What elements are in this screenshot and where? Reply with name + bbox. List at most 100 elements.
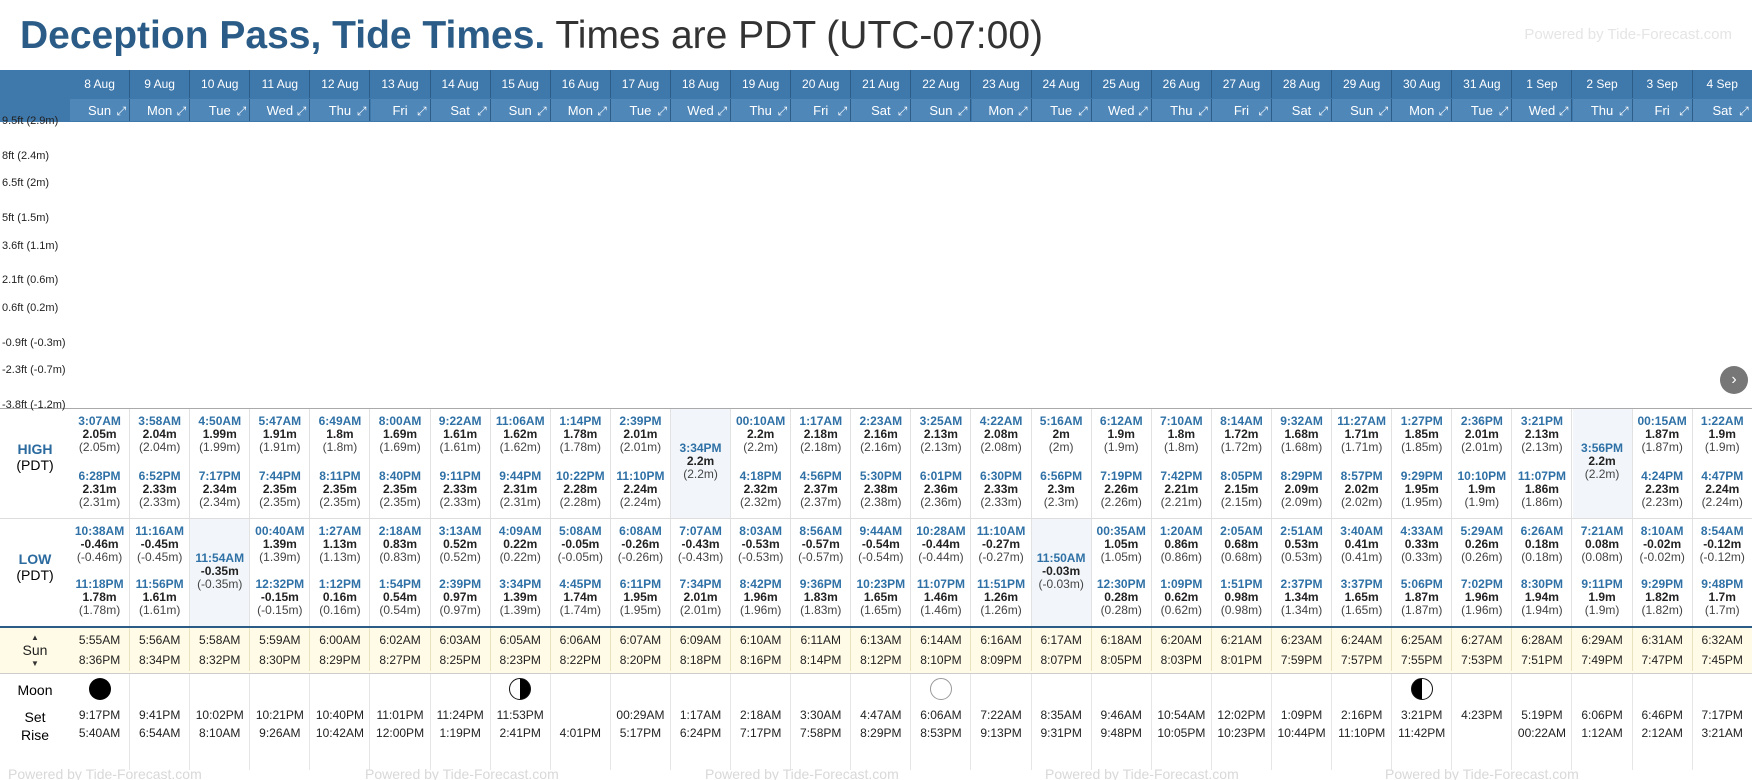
tide-height-ft: 2.35m	[322, 482, 357, 496]
expand-icon[interactable]: ⤢	[416, 104, 427, 118]
tide-height-ft: 2.36m	[923, 482, 958, 496]
tide-entry: 9:48PM 1.7m (1.7m)	[1693, 578, 1752, 617]
weekday-cell[interactable]: Thu ⤢	[1572, 99, 1633, 121]
tide-time: 1:51PM	[1220, 577, 1263, 591]
expand-icon[interactable]: ⤢	[837, 104, 848, 118]
expand-icon[interactable]: ⤢	[1138, 104, 1148, 118]
weekday-label: Tue	[208, 103, 231, 118]
expand-icon[interactable]: ⤢	[1378, 104, 1389, 118]
tide-height-m: (2m)	[1048, 440, 1074, 454]
y-axis-label: -0.9ft (-0.3m)	[2, 336, 66, 349]
weekday-cell[interactable]: Wed ⤢	[1512, 99, 1573, 121]
expand-icon[interactable]: ⤢	[176, 104, 187, 118]
weekday-cell[interactable]: Fri ⤢	[1632, 99, 1693, 121]
expand-icon[interactable]: ⤢	[537, 104, 547, 118]
sunrise-time: 6:17AM	[1040, 633, 1082, 647]
sunset-time: 7:49PM	[1581, 653, 1623, 667]
expand-icon[interactable]: ⤢	[1078, 104, 1088, 118]
weekday-cell[interactable]: Fri ⤢	[1211, 99, 1272, 121]
y-axis-label: 8ft (2.4m)	[2, 149, 50, 162]
powered-by-link[interactable]: Powered by Tide-Forecast.com	[1524, 26, 1732, 43]
expand-icon[interactable]: ⤢	[1498, 104, 1509, 118]
weekday-cell[interactable]: Thu ⤢	[1151, 99, 1212, 121]
date-cell: 29 Aug	[1332, 70, 1393, 98]
sunrise-time: 6:10AM	[739, 633, 782, 647]
moon-phase-slot	[1272, 674, 1331, 706]
low-label: LOW (PDT)	[0, 551, 70, 583]
weekday-label: Fri	[392, 103, 408, 118]
expand-icon[interactable]: ⤢	[657, 104, 667, 118]
expand-icon[interactable]: ⤢	[1198, 104, 1208, 118]
low-tide-cell: 6:08AM -0.26m (-0.26m) 6:11PM 1.95m (1.95m)	[611, 519, 671, 627]
moon-cell: 9:17PM 5:40AM	[70, 674, 131, 770]
tide-height-ft: 2.08m	[984, 427, 1019, 441]
weekday-cell[interactable]: Sat ⤢	[1692, 99, 1752, 121]
sunrise-time: 5:59AM	[259, 633, 301, 647]
expand-icon[interactable]: ⤢	[356, 104, 367, 118]
weekday-cell[interactable]: Sun ⤢	[1332, 99, 1393, 121]
weekday-cell[interactable]: Mon ⤢	[1392, 99, 1453, 121]
weekday-cell[interactable]: Sun ⤢	[490, 99, 551, 121]
expand-icon[interactable]: ⤢	[897, 104, 908, 118]
expand-icon[interactable]: ⤢	[1618, 104, 1629, 118]
tide-entry: 8:30PM 1.94m (1.94m)	[1512, 578, 1571, 617]
weekday-cell[interactable]: Sat ⤢	[1272, 99, 1333, 121]
expand-icon[interactable]: ⤢	[957, 104, 968, 118]
tide-height-ft: -0.02m	[1643, 537, 1682, 551]
moon-phase-slot	[190, 674, 249, 706]
tide-time: 8:14AM	[1220, 414, 1263, 428]
tide-entry: 12:30PM 0.28m (0.28m)	[1092, 578, 1151, 617]
date-cell: 16 Aug	[551, 70, 611, 98]
weekday-cell[interactable]: Tue ⤢	[190, 99, 251, 121]
weekday-cell[interactable]: Mon ⤢	[550, 99, 611, 121]
expand-icon[interactable]: ⤢	[1438, 104, 1449, 118]
weekday-cell[interactable]: Sun ⤢	[70, 99, 131, 121]
expand-icon[interactable]: ⤢	[777, 104, 788, 118]
weekday-cell[interactable]: Thu ⤢	[731, 99, 792, 121]
expand-icon[interactable]: ⤢	[597, 104, 607, 118]
weekday-cell[interactable]: Thu ⤢	[310, 99, 371, 121]
weekday-cell[interactable]: Sat ⤢	[851, 99, 912, 121]
tide-entry: 7:21AM 0.08m (0.08m)	[1573, 525, 1632, 564]
expand-icon[interactable]: ⤢	[1258, 104, 1268, 118]
weekday-cell[interactable]: Wed ⤢	[1091, 99, 1152, 121]
tide-height-m: (1.8m)	[1164, 440, 1199, 454]
tide-time: 10:38AM	[74, 524, 125, 538]
expand-icon[interactable]: ⤢	[717, 104, 728, 118]
tide-height-m: (2.24m)	[1701, 495, 1743, 509]
weekday-cell[interactable]: Fri ⤢	[370, 99, 431, 121]
weekday-cell[interactable]: Sun ⤢	[911, 99, 972, 121]
low-tide-cell: 3:40AM 0.41m (0.41m) 3:37PM 1.65m (1.65m)	[1332, 519, 1393, 627]
expand-icon[interactable]: ⤢	[1558, 104, 1569, 118]
tide-height-m: (1.65m)	[1340, 603, 1383, 617]
moon-cell: 10:02PM 8:10AM	[190, 674, 251, 770]
expand-icon[interactable]: ⤢	[236, 104, 247, 118]
expand-icon[interactable]: ⤢	[1318, 104, 1329, 118]
moon-phase-slot	[1392, 674, 1451, 706]
tide-height-ft: 2.16m	[863, 427, 898, 441]
weekday-cell[interactable]: Wed ⤢	[250, 99, 311, 121]
tide-time: 8:30PM	[1520, 577, 1563, 591]
expand-icon[interactable]: ⤢	[1017, 104, 1028, 118]
tide-height-ft: 2.13m	[923, 427, 958, 441]
weekday-cell[interactable]: Mon ⤢	[130, 99, 191, 121]
tide-entry: 6:56PM 2.3m (2.3m)	[1032, 470, 1091, 509]
weekday-cell[interactable]: Tue ⤢	[610, 99, 671, 121]
tide-entry: 8:29PM 2.09m (2.09m)	[1272, 470, 1331, 509]
expand-icon[interactable]: ⤢	[1679, 104, 1689, 118]
sunrise-time: 5:58AM	[199, 633, 241, 647]
expand-icon[interactable]: ⤢	[477, 104, 487, 118]
expand-icon[interactable]: ⤢	[296, 104, 307, 118]
weekday-cell[interactable]: Sat ⤢	[430, 99, 491, 121]
next-arrow-button[interactable]: ›	[1720, 366, 1748, 394]
expand-icon[interactable]: ⤢	[116, 104, 127, 118]
tide-time: 4:24PM	[1641, 469, 1684, 483]
weekday-cell[interactable]: Mon ⤢	[971, 99, 1032, 121]
weekday-cell[interactable]: Tue ⤢	[1031, 99, 1092, 121]
weekday-cell[interactable]: Tue ⤢	[1452, 99, 1513, 121]
sunset-time: 8:16PM	[739, 653, 782, 667]
weekday-cell[interactable]: Wed ⤢	[671, 99, 732, 121]
weekday-cell[interactable]: Fri ⤢	[791, 99, 852, 121]
sun-cell: 6:31AM 7:47PM	[1633, 628, 1693, 671]
expand-icon[interactable]: ⤢	[1739, 104, 1749, 118]
